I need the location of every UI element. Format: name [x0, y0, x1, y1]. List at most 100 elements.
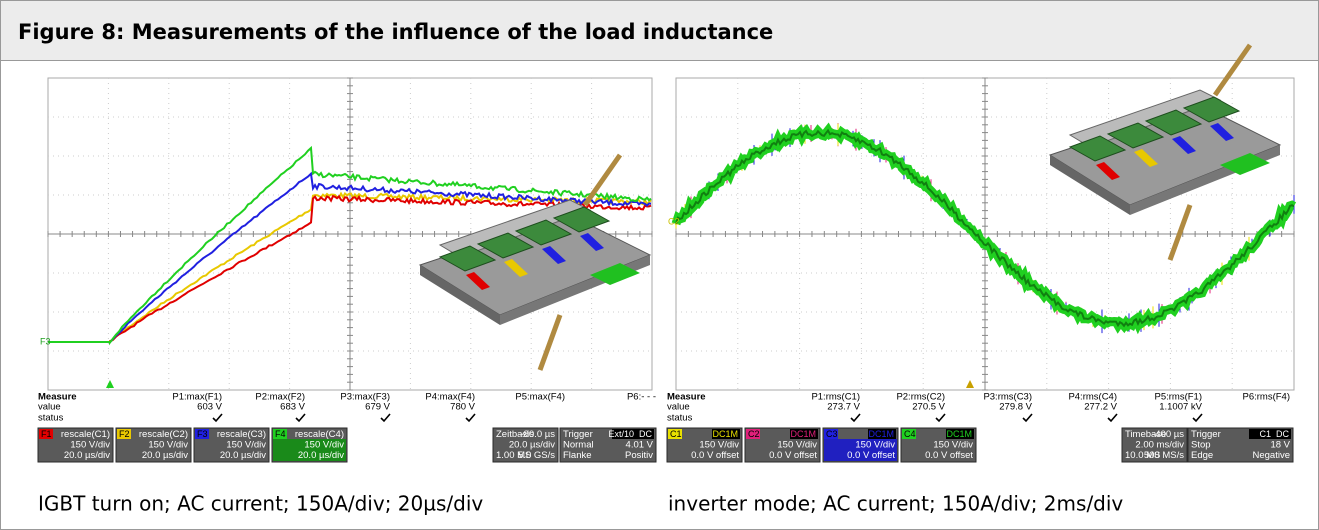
inverter-board [438, 245, 497, 272]
channel-tag: C2 [748, 429, 760, 439]
status-check [935, 413, 946, 423]
selected-highlight [273, 439, 346, 461]
probe-cable [582, 153, 623, 207]
channel-tag-bg [195, 429, 209, 439]
measure-value: 780 V [450, 402, 475, 413]
waveform [48, 145, 652, 346]
channel-coupling: DC1M [790, 429, 816, 439]
inverter-busbar [1096, 162, 1120, 180]
channel-vdiv: 150 V/div [70, 440, 110, 451]
status-check [1107, 413, 1118, 423]
channel-vdiv: 150 V/div [699, 440, 739, 451]
measure-row-label: value [667, 402, 690, 413]
measure-param: P6:rms(F4) [1243, 392, 1291, 403]
caption: inverter mode; AC current; 150A/div; 2ms… [668, 492, 1123, 516]
channel-vdiv: 150 V/div [148, 440, 188, 451]
timebase-samples: 10.0 MS [1125, 450, 1160, 461]
measure-param: P1:rms(C1) [811, 392, 860, 403]
probe-cable [1167, 204, 1193, 261]
coupling-bg [946, 429, 974, 439]
timebase-samples: 1.00 MS [496, 450, 531, 461]
status-check [295, 413, 306, 423]
channel-vdiv: 150 V/div [304, 440, 344, 451]
header-bar [0, 0, 1319, 61]
channel-vdiv: 150 V/div [933, 440, 973, 451]
waveform-core [675, 128, 1295, 328]
scope-info-box [492, 427, 559, 463]
measure-row-label: status [667, 413, 693, 424]
status-check [850, 413, 861, 423]
trigger-coupling: DC [1276, 429, 1289, 439]
scope-info-box [1121, 427, 1188, 463]
measure-heading: Measure [38, 392, 77, 403]
measure-value: 683 V [280, 402, 305, 413]
channel-tag: F4 [275, 429, 286, 439]
inverter-board [514, 219, 573, 246]
inverter-board [1106, 122, 1165, 149]
channel-label: rescale(C4) [295, 429, 344, 440]
measure-value: 277.2 V [1084, 402, 1117, 413]
inverter-side [1050, 155, 1130, 215]
inverter-busbar [542, 246, 566, 264]
measure-value: 603 V [197, 402, 222, 413]
trigger-slope: Negative [1253, 450, 1291, 461]
status-check [1022, 413, 1033, 423]
channel-tag: C3 [826, 429, 838, 439]
probe-cable [1212, 43, 1253, 97]
coupling-bg [790, 429, 818, 439]
status-check [1192, 413, 1203, 423]
channel-coupling: DC1M [868, 429, 894, 439]
selected-highlight [824, 439, 897, 461]
inverter-board [552, 206, 611, 233]
measure-param: P2:rms(C2) [896, 392, 945, 403]
measure-row-label: status [38, 413, 64, 424]
channel-offset: 0.0 V offset [691, 450, 739, 461]
trace-marker: C2 [668, 216, 680, 226]
channel-offset: 0.0 V offset [925, 450, 973, 461]
inverter-board [1182, 96, 1241, 123]
channel-vdiv: 150 V/div [226, 440, 266, 451]
measure-value: 273.7 V [827, 402, 860, 413]
channel-vdiv: 150 V/div [855, 440, 895, 451]
measure-row-label: value [38, 402, 61, 413]
trigger-coupling: DC [639, 429, 652, 439]
channel-tag-bg [668, 429, 682, 439]
channel-coupling: DC1M [946, 429, 972, 439]
channel-label: rescale(C3) [217, 429, 266, 440]
inverter-busbar [1220, 153, 1270, 175]
coupling-bg [868, 429, 896, 439]
inverter-board [476, 232, 535, 259]
scope-info-box [193, 427, 270, 463]
trigger-source: Ext/10 [608, 429, 634, 439]
trigger-level: 18 V [1270, 440, 1290, 451]
measure-value: 279.8 V [999, 402, 1032, 413]
trigger-slope-label: Edge [1191, 450, 1213, 461]
timebase-rate: 500 MS/s [1144, 450, 1184, 461]
channel-hdiv: 20.0 µs/div [142, 450, 188, 461]
measure-value: 270.5 V [912, 402, 945, 413]
trigger-marker [966, 380, 974, 388]
inverter-busbar [580, 233, 604, 251]
channel-tag-bg [902, 429, 916, 439]
channel-offset: 0.0 V offset [769, 450, 817, 461]
trigger-source-bg [1249, 429, 1291, 439]
channel-label: rescale(C1) [61, 429, 110, 440]
channel-hdiv: 20.0 µs/div [298, 450, 344, 461]
trigger-mode: Stop [1191, 440, 1211, 451]
trigger-title: Trigger [563, 429, 593, 440]
measure-param: P1:max(F1) [172, 392, 222, 403]
inverter-busbar [1172, 136, 1196, 154]
channel-tag-bg [746, 429, 760, 439]
trace-marker: F3 [40, 336, 51, 346]
inverter-busbar [1134, 149, 1158, 167]
channel-tag-bg [117, 429, 131, 439]
measure-value: 1.1007 kV [1159, 402, 1202, 413]
waveform [48, 171, 652, 345]
measure-param: P5:max(F4) [515, 392, 565, 403]
status-check [465, 413, 476, 423]
channel-hdiv: 20.0 µs/div [220, 450, 266, 461]
channel-offset: 0.0 V offset [847, 450, 895, 461]
